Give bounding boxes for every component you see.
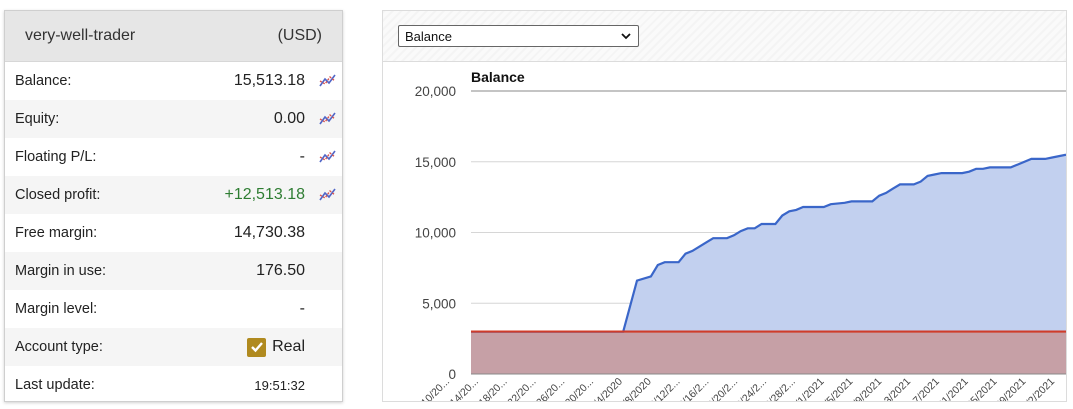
stat-row: Free margin: 14,730.38 [5,214,342,252]
account-header: very-well-trader (USD) [5,11,342,62]
account-name: very-well-trader [25,27,136,44]
stat-value: 176.50 [256,262,305,279]
stat-label: Account type: [15,339,103,355]
balance-line [471,153,1066,333]
chart-type-select[interactable]: Balance [398,25,639,47]
x-tick-label: 1/5/2021 [818,376,855,401]
stat-label: Last update: [15,377,95,393]
account-type-value: Real [272,338,305,355]
chart-title: Balance [471,69,525,85]
stat-label: Closed profit: [15,187,101,203]
line-chart-icon[interactable] [319,148,337,164]
stat-label: Margin level: [15,301,98,317]
stat-row: Margin level: - [5,290,342,328]
chart-panel: Balance 0 5,000 10,000 15,000 20,000 Balance 1… [382,10,1067,402]
stat-value: 14,730.38 [233,224,305,241]
stat-label: Balance: [15,73,72,89]
stat-value: Real [247,337,305,357]
stat-label: Floating P/L: [15,149,97,165]
stat-row: Floating P/L: - [5,138,342,176]
stat-value: 0.00 [273,110,305,127]
line-chart-icon[interactable] [319,110,337,126]
line-chart-icon[interactable] [319,186,337,202]
stat-value: - [299,300,305,317]
account-stats: Balance: 15,513.18 Equity: 0.00 Floating P… [5,62,342,404]
stat-row: Last update: 19:51:32 [5,366,342,404]
y-tick-label: 5,000 [422,296,456,311]
y-tick-label: 10,000 [415,226,456,241]
line-chart-icon[interactable] [319,72,337,88]
stat-row: Account type: Real [5,328,342,366]
account-currency: (USD) [277,27,322,44]
stat-row: Closed profit: +12,513.18 [5,176,342,214]
stat-row: Margin in use: 176.50 [5,252,342,290]
account-panel: very-well-trader (USD) Balance: 15,513.18… [4,10,343,402]
x-tick-label: 1/9/2021 [847,376,884,401]
stat-label: Free margin: [15,225,98,241]
stat-label: Equity: [15,111,60,127]
y-tick-label: 20,000 [415,84,456,99]
balance-chart: 0 5,000 10,000 15,000 20,000 Balance 11/10/20.… [409,69,1066,401]
x-tick-label: 2/2/2021 [1020,376,1057,401]
checkmark-icon [247,337,267,357]
stat-value: - [299,148,305,165]
stat-value: 19:51:32 [254,377,305,393]
chart-type-selected: Balance [405,28,452,44]
stat-value: +12,513.18 [224,186,305,203]
stat-row: Equity: 0.00 [5,100,342,138]
deposits-area [471,331,1066,374]
stat-label: Margin in use: [15,263,107,279]
x-tick-label: 1/1/2021 [789,376,826,401]
chevron-down-icon [621,33,631,40]
y-tick-label: 0 [448,367,456,382]
balance-area [471,154,1066,374]
stat-row: Balance: 15,513.18 [5,62,342,100]
x-tick-label: 11/10/20... [409,376,452,401]
chart-toolbar: Balance [383,11,1066,62]
stat-value: 15,513.18 [233,72,305,89]
y-tick-label: 15,000 [415,155,456,170]
